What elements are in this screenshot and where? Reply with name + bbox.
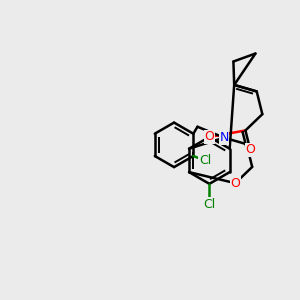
- Text: Cl: Cl: [199, 154, 211, 167]
- Text: O: O: [204, 130, 214, 143]
- Text: O: O: [245, 143, 255, 156]
- Text: O: O: [230, 177, 240, 190]
- Text: Cl: Cl: [203, 198, 215, 211]
- Text: N: N: [219, 131, 229, 144]
